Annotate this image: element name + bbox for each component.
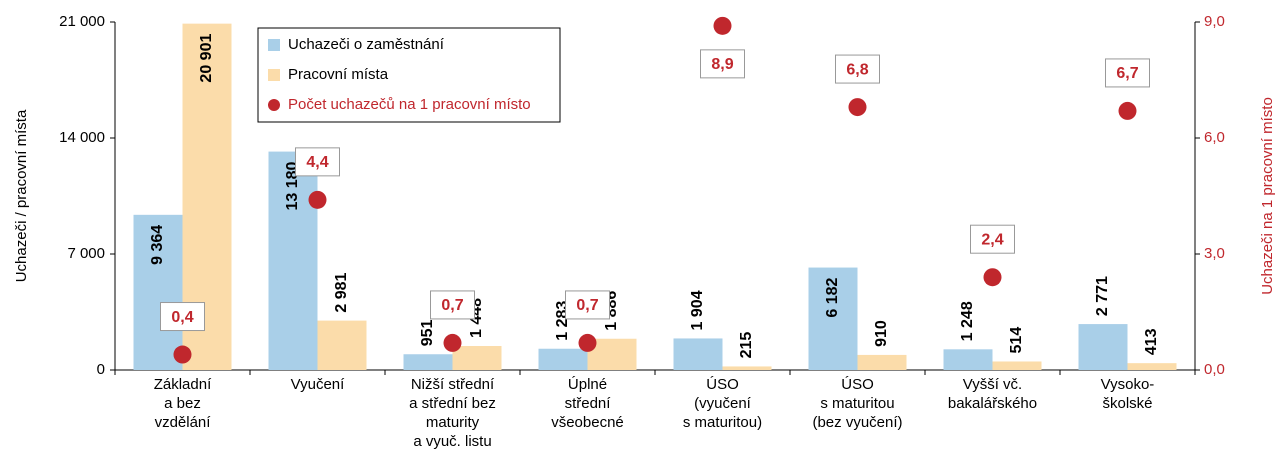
ratio-label-box [160,302,205,332]
bar-value-label: 910 [873,320,890,347]
y-axis-title: Uchazeči / pracovní místa [13,109,30,282]
ratio-point [848,98,867,117]
x-tick-label: všeobecné [551,414,624,431]
bar [133,214,183,370]
ratio-label: 0,4 [171,309,193,326]
bar [1078,324,1128,370]
ratio-label-box [430,290,475,320]
bar [317,320,367,370]
x-tick-label: vzdělání [155,414,212,431]
x-tick-label: Úplné [568,376,607,393]
y-tick-label: 21 000 [59,13,105,30]
x-tick-label: a střední bez [409,395,496,412]
bar-value-label: 514 [1008,327,1025,354]
ratio-point [308,190,327,209]
ratio-label: 6,8 [846,61,868,78]
x-tick-label: Vysoko- [1101,376,1155,393]
bar [857,354,907,370]
bar-value-label: 20 901 [198,34,215,83]
bar [452,346,502,370]
y2-axis-title: Uchazeči na 1 pracovní místo [1259,97,1276,295]
ratio-label-box [565,290,610,320]
ratio-point [173,345,192,364]
y-tick-label: 14 000 [59,129,105,146]
y2-tick-label: 6,0 [1204,129,1225,146]
bar [673,338,723,370]
ratio-point [1118,101,1137,120]
x-tick-label: Vyšší vč. [963,376,1022,393]
x-tick-label: ÚSO [841,376,874,393]
ratio-label: 0,7 [576,297,598,314]
x-tick-label: ÚSO [706,376,739,393]
y2-tick-label: 0,0 [1204,361,1225,378]
ratio-point [578,333,597,352]
legend-box [257,27,561,123]
legend-swatch [268,69,280,81]
x-tick-label: Základní [154,376,212,393]
ratio-point [983,268,1002,287]
ratio-point [713,16,732,35]
bar-value-label: 1 904 [689,290,706,330]
legend-swatch [268,99,280,111]
x-tick-label: bakalářského [948,395,1037,412]
y2-tick-label: 9,0 [1204,13,1225,30]
ratio-label-box [1105,58,1150,88]
y-tick-label: 0 [97,361,105,378]
x-tick-label: a bez [164,395,201,412]
x-tick-label: s maturitou) [683,414,762,431]
x-tick-label: střední [565,395,612,412]
x-tick-label: a vyuč. listu [413,433,491,450]
x-tick-label: (bez vyučení) [812,414,902,431]
legend-swatch [268,39,280,51]
bar [992,361,1042,370]
bar [722,366,772,370]
bar [1127,363,1177,370]
ratio-label: 0,7 [441,297,463,314]
bar-value-label: 215 [738,332,755,359]
x-tick-label: Vyučení [291,376,345,393]
x-tick-label: Nižší střední [411,376,495,393]
bar [943,349,993,370]
ratio-label: 6,7 [1116,65,1138,82]
ratio-label-box [295,147,340,177]
y2-tick-label: 3,0 [1204,245,1225,262]
legend-label: Pracovní místa [288,66,389,83]
x-tick-label: maturity [426,414,480,431]
bar [808,267,858,370]
ratio-label-box [835,54,880,84]
x-tick-label: (vyučení [694,395,752,412]
bar-value-label: 2 771 [1094,276,1111,316]
bar [538,348,588,370]
legend-label: Uchazeči o zaměstnání [288,36,445,53]
x-tick-label: školské [1102,395,1152,412]
bar-value-label: 2 981 [333,272,350,312]
bar-value-label: 1 248 [959,301,976,341]
ratio-label: 8,9 [711,56,733,73]
x-tick-label: s maturitou [820,395,894,412]
bar [403,354,453,370]
ratio-label-box [700,49,745,79]
ratio-label: 2,4 [981,231,1003,248]
bar-value-label: 9 364 [149,225,166,265]
ratio-label: 4,4 [306,154,328,171]
ratio-point [443,333,462,352]
bar-value-label: 951 [419,319,436,346]
ratio-label-box [970,224,1015,254]
bar [268,151,318,370]
bar-value-label: 413 [1143,328,1160,355]
bar-value-label: 6 182 [824,277,841,317]
y-tick-label: 7 000 [67,245,105,262]
legend-label: Počet uchazečů na 1 pracovní místo [288,96,531,113]
